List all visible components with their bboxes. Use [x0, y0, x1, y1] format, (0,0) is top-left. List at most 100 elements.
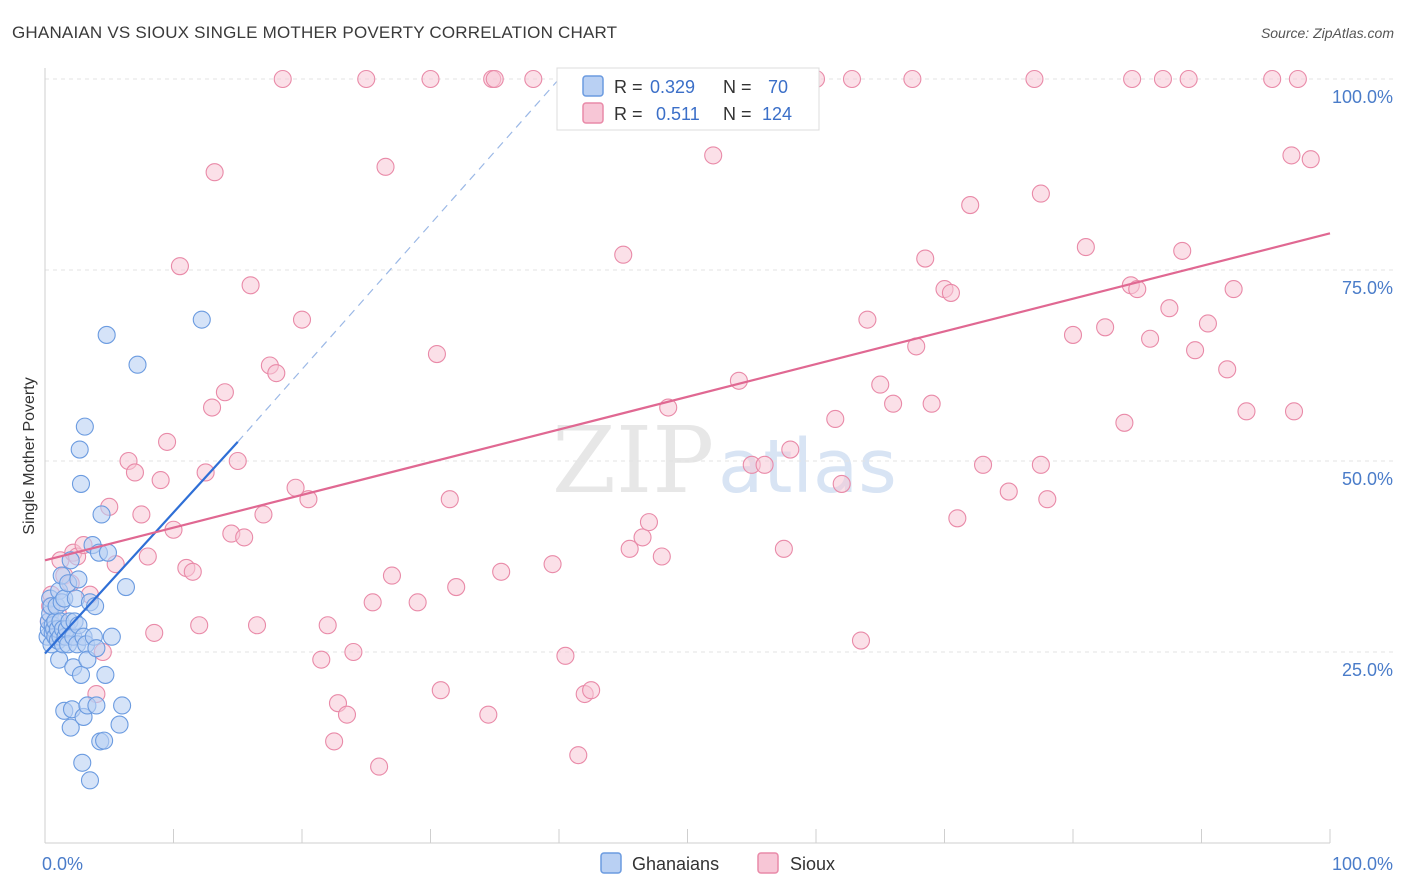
sioux-point: [961, 196, 980, 215]
sioux-point: [1123, 69, 1142, 89]
sioux-point: [1224, 280, 1243, 299]
sioux-point: [614, 245, 633, 264]
legend-bottom-swatch-ghanaians: [600, 852, 622, 874]
axes: [44, 68, 1331, 844]
sioux-point: [382, 566, 402, 585]
sioux-point: [1288, 69, 1307, 89]
sioux-point: [755, 455, 774, 474]
sioux-point: [267, 364, 286, 383]
correlation-legend: R = 0.329 N = 70 R = 0.511 N = 124: [556, 67, 820, 131]
chart-title: GHANAIAN VS SIOUX SINGLE MOTHER POVERTY …: [12, 23, 617, 42]
sioux-point: [524, 69, 543, 89]
y-tick-label: 75.0%: [1342, 278, 1393, 298]
sioux-point: [1063, 325, 1083, 344]
ghanaian-point: [92, 505, 111, 524]
sioux-point: [427, 344, 446, 364]
sioux-point: [254, 505, 273, 524]
sioux-point: [273, 69, 292, 89]
sioux-point: [871, 375, 890, 394]
x-tick-label-min: 0.0%: [42, 854, 83, 874]
sioux-point: [357, 69, 376, 89]
sioux-point: [973, 455, 993, 474]
sioux-point: [421, 69, 440, 89]
sioux-point: [479, 705, 498, 724]
sioux-point: [170, 257, 189, 276]
sioux-point: [292, 310, 312, 329]
sioux-point: [903, 69, 922, 89]
sioux-point: [431, 681, 450, 700]
sioux-point: [1282, 146, 1301, 165]
sioux-point: [1173, 241, 1192, 260]
sioux-point: [158, 432, 177, 451]
ghanaian-point: [73, 753, 92, 772]
sioux-point: [151, 471, 170, 490]
sioux-point: [408, 593, 427, 612]
y-tick-label: 50.0%: [1342, 469, 1393, 489]
sioux-point: [652, 547, 671, 566]
legend-bottom-swatch-sioux: [757, 852, 779, 874]
sioux-point: [999, 482, 1018, 501]
sioux-point: [774, 539, 793, 558]
ghanaian-point: [97, 325, 116, 344]
sioux-point: [1031, 184, 1050, 203]
ghanaian-point: [61, 551, 80, 570]
sioux-point: [447, 578, 466, 597]
sioux-point: [363, 593, 382, 612]
sioux-point: [1025, 69, 1044, 89]
sioux-point: [922, 394, 941, 413]
sioux-point: [492, 562, 511, 581]
ghanaian-point: [128, 355, 147, 374]
ghanaian-point: [80, 771, 100, 790]
x-tick-labels: 0.0% 100.0%: [42, 854, 1393, 874]
y-axis-label: Single Mother Poverty: [21, 377, 38, 534]
y-tick-label: 25.0%: [1342, 660, 1393, 680]
ghanaian-point: [87, 696, 106, 715]
ghanaian-trend-extension: [237, 78, 560, 443]
sioux-point: [440, 490, 459, 509]
sioux-point: [704, 146, 723, 165]
legend-bottom-label-ghanaians: Ghanaians: [632, 854, 719, 874]
sioux-point: [337, 705, 357, 724]
sioux-point: [639, 513, 659, 532]
sioux-point: [485, 69, 504, 89]
ghanaian-trend-line: [44, 441, 239, 655]
sioux-point: [1160, 299, 1179, 318]
sioux-point: [376, 157, 395, 176]
legend-r-value-sioux: 0.511: [656, 104, 700, 124]
sioux-point: [228, 451, 247, 471]
sioux-point: [138, 547, 157, 566]
sioux-point: [190, 616, 209, 635]
ghanaian-point: [69, 570, 88, 589]
legend-bottom-label-sioux: Sioux: [790, 854, 835, 874]
ghanaian-point: [110, 715, 129, 734]
sioux-point: [1263, 69, 1282, 89]
y-tick-labels: 25.0% 50.0% 75.0% 100.0%: [1332, 87, 1393, 680]
sioux-point: [235, 528, 254, 547]
sioux-point: [1096, 318, 1115, 337]
sioux-point: [196, 463, 215, 482]
legend-n-value-sioux: 124: [762, 104, 792, 124]
sioux-point: [543, 555, 562, 574]
x-tick-label-max: 100.0%: [1332, 854, 1393, 874]
ghanaian-point: [61, 718, 80, 737]
sioux-point: [312, 650, 331, 669]
legend-n-label-sioux: N =: [723, 104, 752, 124]
ghanaian-points: [38, 310, 211, 790]
sioux-point: [132, 505, 151, 524]
sioux-point: [215, 383, 234, 402]
sioux-point: [1284, 402, 1304, 421]
sioux-point: [1218, 360, 1237, 379]
sioux-point: [781, 440, 800, 459]
gridlines: [45, 78, 1395, 653]
sioux-point: [183, 562, 202, 581]
sioux-point: [729, 371, 748, 390]
sioux-point: [948, 509, 967, 528]
sioux-trend-line: [44, 232, 1331, 562]
ghanaian-point: [71, 474, 91, 493]
sioux-points: [39, 69, 1320, 776]
legend-n-value-ghanaians: 70: [768, 77, 788, 97]
sioux-point: [582, 681, 601, 700]
ghanaian-point: [102, 627, 121, 646]
sioux-point: [941, 283, 960, 302]
sioux-point: [318, 616, 337, 635]
